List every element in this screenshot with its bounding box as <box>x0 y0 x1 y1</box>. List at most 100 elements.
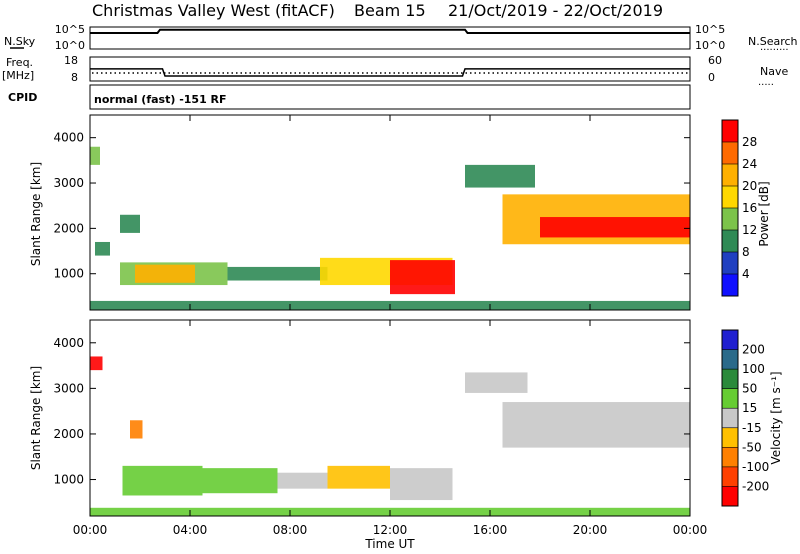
noise-panel-frame <box>89 26 691 50</box>
freq-tick-bottom-right: 0 <box>708 71 715 84</box>
date-range: 21/Oct/2019 - 22/Oct/2019 <box>448 1 663 20</box>
velocity-echo-region <box>502 402 690 448</box>
cpid-label: CPID <box>8 91 37 104</box>
freq-unit-label: [MHz] <box>2 69 34 82</box>
cpid-strip: normal (fast) -151 RF <box>89 84 691 110</box>
power-echo-region <box>540 217 690 238</box>
x-tick-label: 16:00 <box>473 523 508 537</box>
velocity-colorbar: 200 100 50 15 -15 -50 -100 -200 <box>721 329 769 507</box>
frequency-panel: 18 8 60 0 <box>64 54 722 84</box>
velocity-echo-region <box>465 372 528 393</box>
nsearch-label: N.Search <box>748 35 798 48</box>
power-echo-region <box>465 164 535 188</box>
noise-tick-top-right: 10^5 <box>695 23 725 36</box>
power-axes: 1000 2000 3000 4000 <box>53 115 691 310</box>
colorbar-tick-label: 50 <box>742 382 757 396</box>
colorbar-swatch <box>722 330 738 351</box>
noise-tick-top-left: 10^5 <box>55 23 85 36</box>
nave-label: Nave <box>760 65 788 78</box>
colorbar-swatch <box>722 142 738 165</box>
colorbar-tick-label: 20 <box>742 179 757 193</box>
colorbar-tick-label: 4 <box>742 267 750 281</box>
colorbar-swatch <box>722 427 738 448</box>
noise-tick-bottom-left: 10^0 <box>55 39 85 52</box>
velocity-echo-region <box>390 468 453 501</box>
colorbar-tick-label: 16 <box>742 201 757 215</box>
frequency-trace <box>90 68 690 77</box>
beam-label: Beam 15 <box>354 1 426 20</box>
colorbar-tick-label: 200 <box>742 343 765 357</box>
x-tick-label: 00:00 <box>73 523 108 537</box>
colorbar-swatch <box>722 208 738 231</box>
velocity-y-axis-label: Slant Range [km] <box>29 366 43 470</box>
nsky-label: N.Sky <box>4 35 36 48</box>
colorbar-tick-label: -15 <box>742 421 762 435</box>
noise-panel: 10^5 10^0 10^5 10^0 <box>55 23 725 52</box>
colorbar-swatch <box>722 486 738 507</box>
colorbar-swatch <box>722 120 738 143</box>
colorbar-swatch <box>722 252 738 275</box>
colorbar-frame <box>721 329 739 507</box>
power-echo-region <box>90 146 100 165</box>
colorbar-swatch <box>722 349 738 370</box>
x-tick-label: 04:00 <box>173 523 208 537</box>
noise-tick-bottom-right: 10^0 <box>695 39 725 52</box>
y-tick-label: 2000 <box>53 427 84 441</box>
colorbar-swatch <box>722 186 738 209</box>
x-tick-label: 08:00 <box>273 523 308 537</box>
y-tick-label: 3000 <box>53 381 84 395</box>
power-colorbar-label: Power [dB] <box>757 181 771 246</box>
y-tick-label: 4000 <box>53 336 84 350</box>
velocity-echo-region <box>130 420 143 439</box>
colorbar-tick-label: -100 <box>742 460 769 474</box>
velocity-colorbar-label: Velocity [m s⁻¹] <box>769 371 783 464</box>
colorbar-swatch <box>722 466 738 487</box>
colorbar-swatch <box>722 388 738 409</box>
power-echo-region <box>390 260 455 295</box>
power-colorbar: 28 24 20 16 12 8 4 <box>721 119 757 297</box>
y-tick-label: 2000 <box>53 221 84 235</box>
velocity-echo-region <box>277 472 328 489</box>
colorbar-tick-label: 15 <box>742 401 757 415</box>
velocity-echo-region <box>90 356 103 371</box>
freq-label: Freq. <box>6 56 33 69</box>
x-tick-label: 00:00 <box>673 523 708 537</box>
noise-trace <box>90 28 690 34</box>
power-echo-region <box>95 241 110 256</box>
x-axis-label: Time UT <box>364 537 415 551</box>
velocity-echo-region <box>202 468 278 494</box>
power-echo-region <box>135 264 195 283</box>
power-y-axis-label: Slant Range [km] <box>29 162 43 266</box>
velocity-axes: 1000 2000 3000 4000 00:00 04:00 08:00 12:00 16:0… <box>53 320 707 537</box>
colorbar-swatch <box>722 447 738 468</box>
station-title: Christmas Valley West (fitACF) <box>92 1 335 20</box>
colorbar-tick-label: -200 <box>742 479 769 493</box>
colorbar-swatch <box>722 230 738 253</box>
colorbar-tick-label: 100 <box>742 362 765 376</box>
y-tick-label: 1000 <box>53 267 84 281</box>
freq-tick-bottom-left: 8 <box>71 71 78 84</box>
nsearch-legend-dots: ········· <box>760 45 789 56</box>
colorbar-swatch <box>722 369 738 390</box>
velocity-panel: 1000 2000 3000 4000 00:00 04:00 08:00 12:00 16:0… <box>29 319 707 537</box>
velocity-data-layer <box>90 356 690 516</box>
velocity-echo-region <box>122 465 203 496</box>
power-data-layer <box>90 146 690 310</box>
colorbar-tick-label: 12 <box>742 223 757 237</box>
colorbar-swatch <box>722 164 738 187</box>
y-tick-label: 4000 <box>53 131 84 145</box>
x-tick-label: 20:00 <box>573 523 608 537</box>
y-tick-label: 1000 <box>53 473 84 487</box>
power-panel: 1000 2000 3000 4000 Slant Range [km] <box>29 114 691 311</box>
colorbar-tick-label: 28 <box>742 135 757 149</box>
cpid-strip-frame <box>89 84 691 110</box>
power-echo-region <box>227 266 328 281</box>
power-echo-region <box>120 214 140 233</box>
colorbar-swatch <box>722 408 738 429</box>
colorbar-swatch <box>722 274 738 297</box>
colorbar-tick-label: -50 <box>742 440 762 454</box>
nave-legend-dots: ····· <box>758 80 774 91</box>
x-tick-label: 12:00 <box>373 523 408 537</box>
freq-tick-top-left: 18 <box>64 54 78 67</box>
